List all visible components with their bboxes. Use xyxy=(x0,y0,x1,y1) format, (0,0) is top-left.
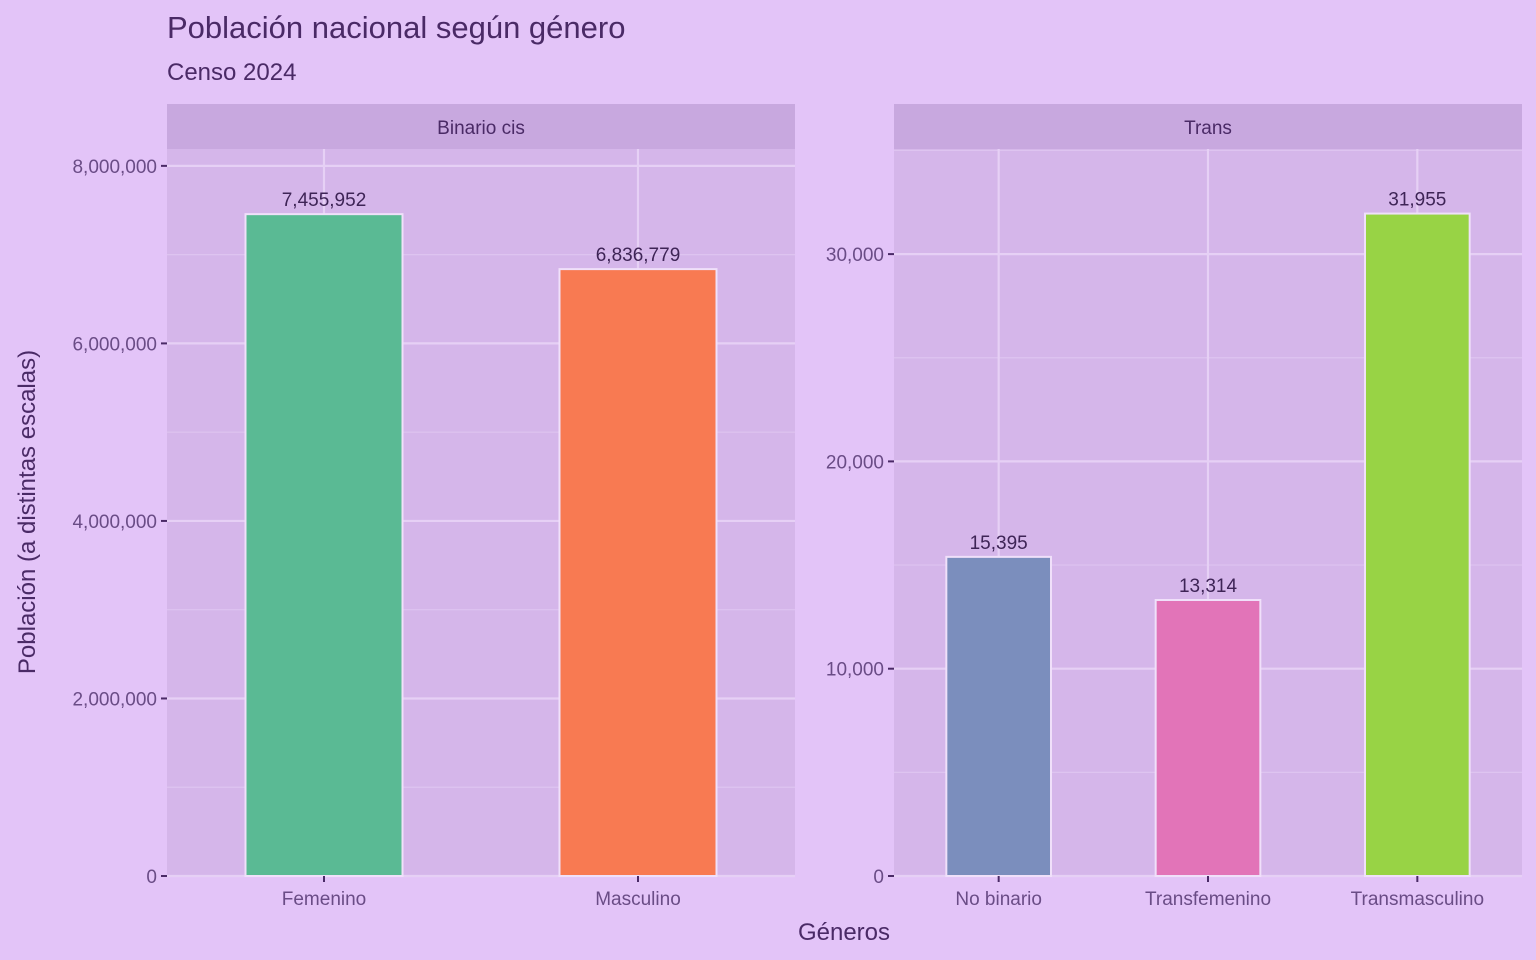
y-tick-label: 10,000 xyxy=(826,660,884,681)
y-tick-label: 8,000,000 xyxy=(72,157,157,178)
bar-transmasculino xyxy=(1364,212,1471,877)
chart-title: Población nacional según género xyxy=(167,10,626,45)
x-axis-title: Géneros xyxy=(798,919,890,946)
y-tick-label: 2,000,000 xyxy=(72,689,157,710)
facet-strip xyxy=(894,104,1522,149)
bar-masculino xyxy=(558,268,718,877)
chart-subtitle: Censo 2024 xyxy=(167,59,297,86)
bar-transfemenino xyxy=(1154,599,1262,878)
x-tick-label: No binario xyxy=(955,889,1042,910)
facet-strip-label: Trans xyxy=(1184,118,1232,139)
bar-no-binario xyxy=(945,555,1052,877)
y-tick-label: 0 xyxy=(873,867,884,888)
data-label: 7,455,952 xyxy=(282,190,367,211)
y-axis-title: Población (a distintas escalas) xyxy=(14,350,41,674)
data-label: 15,395 xyxy=(970,533,1028,554)
data-label: 31,955 xyxy=(1388,190,1446,211)
x-tick-label: Transmasculino xyxy=(1351,889,1484,910)
bar-femenino xyxy=(244,213,404,878)
y-tick-label: 20,000 xyxy=(826,452,884,473)
y-tick-label: 6,000,000 xyxy=(72,334,157,355)
x-tick-label: Femenino xyxy=(282,889,367,910)
facet-strip xyxy=(167,104,795,149)
y-tick-label: 0 xyxy=(146,867,157,888)
x-tick-label: Transfemenino xyxy=(1145,889,1271,910)
data-label: 6,836,779 xyxy=(596,245,681,266)
y-tick-label: 30,000 xyxy=(826,245,884,266)
y-tick-label: 4,000,000 xyxy=(72,512,157,533)
facet-strip-label: Binario cis xyxy=(437,118,525,139)
data-label: 13,314 xyxy=(1179,576,1238,597)
x-tick-label: Masculino xyxy=(595,889,681,910)
